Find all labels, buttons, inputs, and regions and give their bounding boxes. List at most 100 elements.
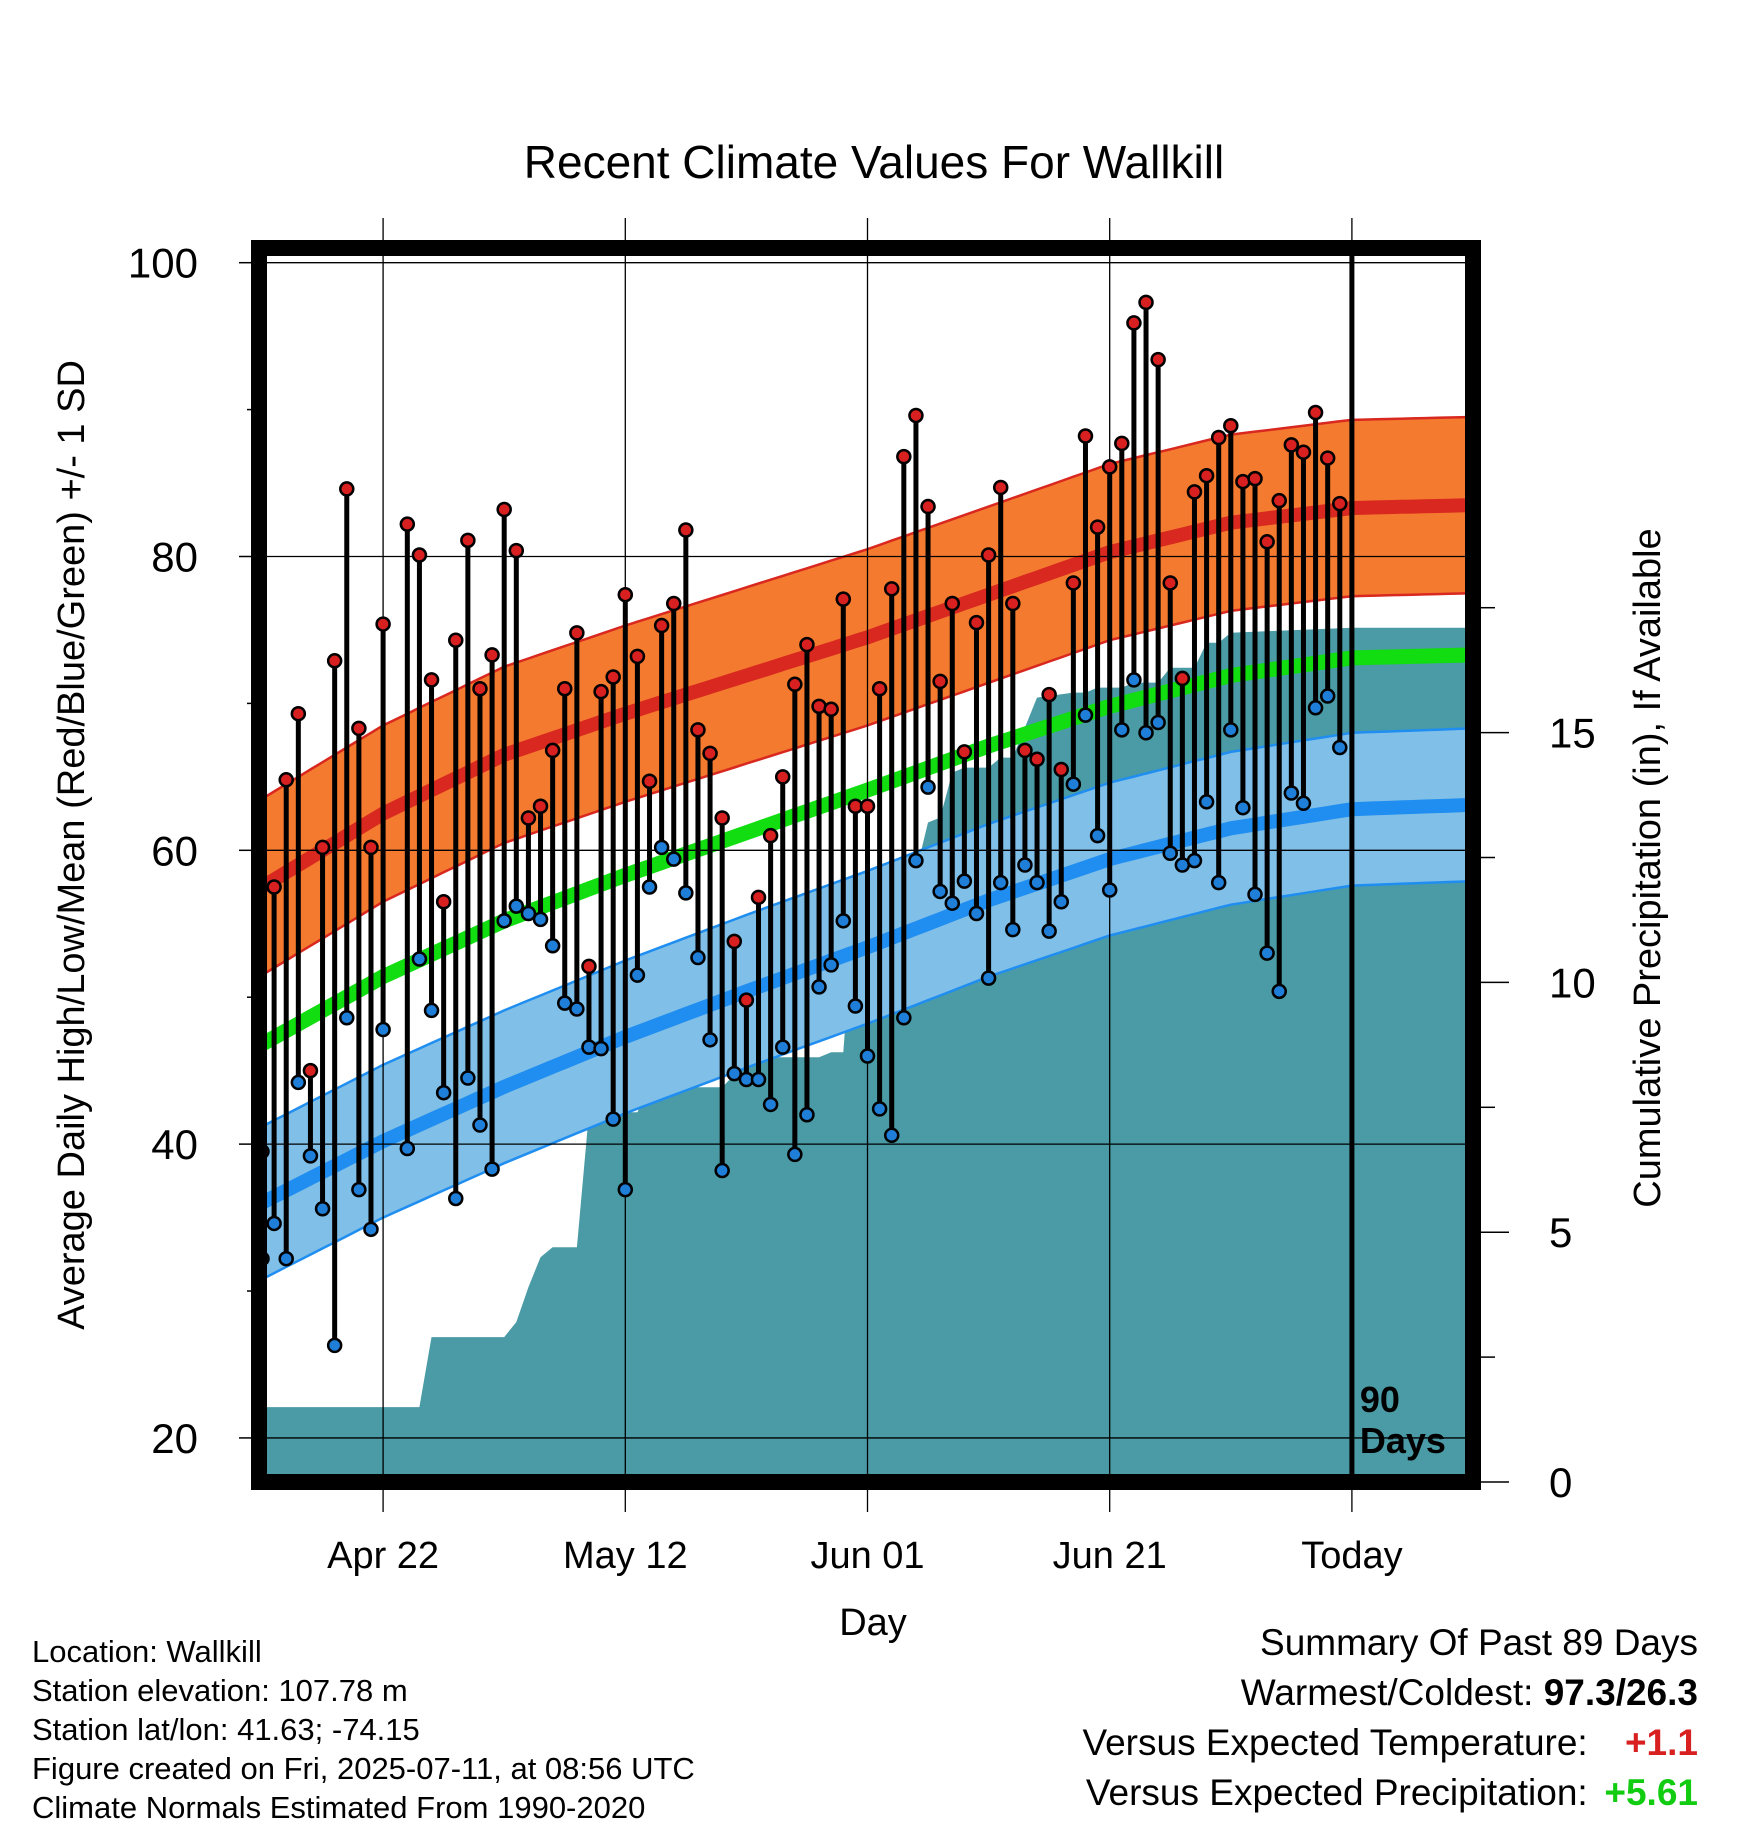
- x-tick-label: Jun 01: [810, 1535, 924, 1577]
- x-tick-label: May 12: [563, 1535, 688, 1577]
- high-point: [1126, 315, 1142, 331]
- y-tick-label: 60: [151, 827, 198, 874]
- high-point: [302, 1062, 319, 1079]
- low-point: [799, 1106, 815, 1123]
- high-point: [980, 547, 997, 563]
- high-point: [508, 542, 525, 559]
- low-point: [557, 995, 573, 1011]
- x-axis-label: Day: [839, 1602, 907, 1644]
- low-point: [593, 1040, 609, 1057]
- low-point: [569, 1001, 585, 1017]
- temp-label: Versus Expected Temperature:: [1082, 1722, 1588, 1763]
- low-point: [1005, 921, 1021, 938]
- high-point: [423, 672, 440, 688]
- high-point: [883, 581, 900, 597]
- low-point: [605, 1111, 621, 1127]
- low-point: [1017, 857, 1033, 873]
- elevation-text: Station elevation: 107.78 m: [32, 1673, 408, 1708]
- low-point: [375, 1021, 391, 1038]
- warmest-coldest-value: 97.3/26.3: [1543, 1672, 1698, 1713]
- chart-title: Recent Climate Values For Wallkill: [524, 136, 1224, 188]
- low-point: [871, 1101, 888, 1117]
- high-point: [762, 827, 779, 844]
- low-point: [1210, 874, 1227, 891]
- low-point: [544, 938, 561, 954]
- low-point: [823, 957, 839, 973]
- high-point: [314, 839, 331, 856]
- high-point: [1174, 670, 1191, 687]
- high-point: [1065, 575, 1082, 591]
- high-point: [871, 680, 888, 697]
- high-point: [581, 958, 597, 975]
- y2-axis-label: Cumulative Precipitation (in), If Availa…: [1627, 528, 1669, 1207]
- low-point: [1065, 776, 1082, 792]
- low-point: [896, 1010, 912, 1026]
- summary-temp: Versus Expected Temperature: +1.1: [1082, 1718, 1698, 1768]
- low-point: [968, 905, 985, 922]
- low-point: [992, 874, 1009, 891]
- low-point: [1223, 722, 1239, 738]
- low-point: [690, 949, 706, 966]
- low-point: [1114, 722, 1130, 738]
- high-point: [1319, 450, 1336, 466]
- low-point: [411, 951, 428, 967]
- high-point: [968, 614, 985, 631]
- high-point: [326, 653, 343, 669]
- high-point: [823, 701, 839, 718]
- latlon-text: Station lat/lon: 41.63; -74.15: [32, 1712, 420, 1747]
- low-point: [980, 970, 997, 986]
- low-point: [714, 1162, 730, 1179]
- low-point: [726, 1065, 743, 1082]
- station-info: Location: Wallkill Station elevation: 10…: [32, 1632, 695, 1827]
- low-point: [1150, 714, 1166, 731]
- precip-value: +5.61: [1604, 1772, 1698, 1813]
- summary-warmest-coldest: Warmest/Coldest: 97.3/26.3: [1082, 1668, 1698, 1718]
- high-point: [435, 893, 452, 910]
- high-point: [944, 595, 961, 612]
- high-point: [617, 586, 634, 603]
- high-point: [339, 481, 355, 497]
- low-point: [508, 898, 525, 914]
- summary-precip: Versus Expected Precipitation: +5.61: [1082, 1768, 1698, 1818]
- y2-tick-label: 0: [1549, 1459, 1572, 1506]
- high-point: [1259, 534, 1275, 550]
- x-tick-label: Today: [1301, 1535, 1402, 1577]
- low-point: [847, 998, 864, 1014]
- high-point: [363, 839, 379, 856]
- high-point: [351, 720, 367, 737]
- high-point: [1089, 519, 1106, 535]
- low-point: [266, 1215, 282, 1232]
- high-point: [399, 516, 416, 532]
- low-point: [750, 1071, 767, 1088]
- high-point: [1053, 761, 1070, 778]
- low-point: [1259, 945, 1275, 961]
- low-point: [702, 1032, 718, 1048]
- low-point: [290, 1074, 307, 1091]
- high-point: [1138, 294, 1154, 311]
- low-point: [363, 1221, 379, 1238]
- high-point: [1077, 428, 1094, 444]
- high-point: [1198, 467, 1215, 484]
- low-point: [835, 913, 852, 929]
- high-point: [774, 769, 791, 785]
- high-point: [738, 992, 755, 1008]
- high-point: [835, 591, 852, 607]
- high-point: [665, 595, 682, 612]
- high-point: [278, 772, 294, 788]
- high-point: [290, 705, 307, 722]
- high-point: [520, 810, 537, 826]
- low-point: [920, 779, 936, 795]
- low-point: [302, 1148, 319, 1164]
- y2-tick-label: 5: [1549, 1209, 1572, 1256]
- low-point: [908, 852, 924, 869]
- high-point: [859, 798, 876, 814]
- low-point: [1029, 874, 1045, 891]
- summary-title: Summary Of Past 89 Days: [1260, 1622, 1698, 1663]
- high-point: [460, 532, 476, 549]
- location-text: Location: Wallkill: [32, 1634, 262, 1669]
- temp-value: +1.1: [1624, 1722, 1698, 1763]
- high-point: [920, 498, 936, 515]
- low-point: [278, 1250, 294, 1267]
- high-point: [1017, 742, 1033, 759]
